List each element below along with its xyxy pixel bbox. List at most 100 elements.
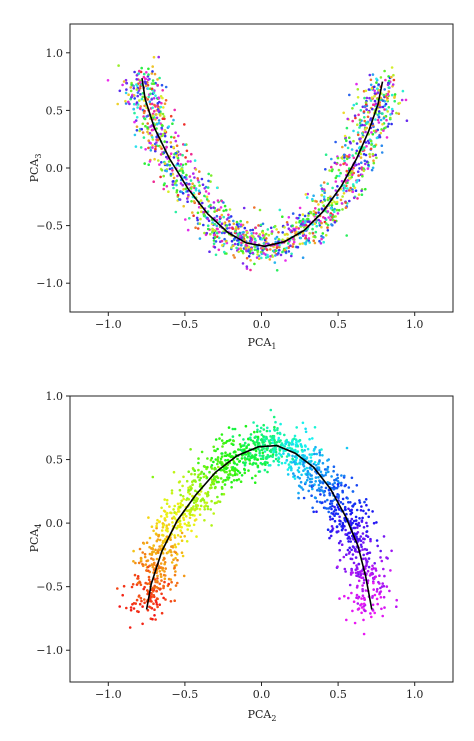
x-tick-label: 1.0 (406, 688, 424, 701)
scatter-point (262, 428, 266, 431)
scatter-point (348, 93, 351, 97)
scatter-point (168, 505, 171, 508)
scatter-point (118, 89, 122, 93)
scatter-point (371, 132, 375, 136)
scatter-point (198, 513, 202, 516)
scatter-point (320, 225, 323, 229)
scatter-point (389, 113, 392, 116)
scatter-point (361, 132, 364, 135)
scatter-point (127, 93, 130, 96)
scatter-point (376, 587, 379, 591)
scatter-point (342, 192, 346, 195)
scatter-point (352, 129, 355, 133)
y-tick-label: 0.0 (46, 517, 64, 530)
x-tick-label: −1.0 (95, 688, 122, 701)
scatter-point (258, 208, 262, 212)
scatter-point (156, 83, 159, 87)
scatter-point (125, 606, 128, 610)
y-axis-title-top-text: PCA (28, 158, 41, 183)
scatter-point (351, 553, 355, 556)
scatter-point (301, 232, 305, 235)
scatter-point (286, 468, 290, 471)
scatter-point (362, 526, 366, 529)
scatter-point (136, 575, 140, 578)
scatter-point (332, 215, 336, 218)
scatter-point (352, 184, 355, 188)
scatter-points-top (106, 55, 409, 272)
scatter-point (318, 489, 322, 493)
scatter-point (266, 426, 269, 430)
scatter-point (220, 485, 224, 489)
scatter-point (265, 455, 268, 459)
scatter-point (266, 253, 269, 257)
scatter-point (135, 125, 139, 128)
scatter-point (186, 197, 189, 200)
scatter-point (263, 468, 267, 472)
scatter-point (163, 134, 167, 138)
scatter-point (220, 244, 224, 247)
scatter-point (223, 237, 226, 241)
scatter-point (182, 518, 186, 521)
scatter-point (363, 537, 366, 541)
scatter-point (184, 187, 188, 191)
scatter-point (348, 531, 352, 535)
scatter-point (234, 226, 238, 229)
scatter-point (136, 610, 139, 613)
scatter-point (366, 569, 370, 573)
scatter-point (398, 101, 402, 105)
scatter-point (202, 213, 206, 216)
scatter-point (181, 163, 185, 167)
scatter-point (372, 521, 376, 525)
scatter-point (321, 481, 325, 485)
scatter-point (199, 210, 203, 213)
scatter-point (381, 614, 385, 618)
scatter-point (152, 97, 156, 100)
scatter-point (297, 491, 300, 495)
scatter-point (198, 222, 202, 225)
scatter-point (257, 257, 261, 261)
scatter-point (338, 597, 341, 600)
scatter-point (357, 579, 361, 583)
scatter-point (182, 475, 185, 479)
scatter-point (401, 89, 405, 93)
scatter-point (166, 511, 169, 515)
scatter-point (261, 234, 265, 237)
scatter-point (348, 537, 352, 540)
y-axis-title-bottom: PCA4 (28, 524, 43, 553)
scatter-point (133, 111, 136, 115)
scatter-point (198, 170, 201, 173)
scatter-point (362, 509, 365, 513)
scatter-point (247, 437, 250, 441)
scatter-point (155, 123, 159, 126)
scatter-point (303, 449, 307, 452)
scatter-point (364, 130, 367, 134)
scatter-point (180, 539, 184, 542)
scatter-point (156, 78, 159, 81)
scatter-point (202, 223, 205, 227)
scatter-point (161, 133, 165, 136)
scatter-point (240, 454, 244, 457)
scatter-point (271, 436, 274, 439)
scatter-point (143, 104, 146, 108)
scatter-point (300, 223, 303, 226)
scatter-point (259, 457, 263, 461)
scatter-point (294, 461, 298, 465)
scatter-point (326, 226, 329, 229)
scatter-point (205, 467, 208, 471)
scatter-point (362, 167, 365, 170)
scatter-point (330, 203, 334, 207)
scatter-point (210, 478, 214, 482)
scatter-point (152, 587, 155, 591)
scatter-point (216, 495, 219, 499)
scatter-point (160, 506, 163, 510)
scatter-point (365, 122, 368, 126)
scatter-point (166, 163, 169, 167)
scatter-point (214, 438, 218, 441)
scatter-point (237, 448, 240, 451)
scatter-point (333, 514, 336, 517)
scatter-point (258, 430, 262, 433)
scatter-point (164, 567, 167, 570)
scatter-point (277, 251, 280, 255)
scatter-point (256, 435, 260, 439)
scatter-point (337, 208, 341, 212)
